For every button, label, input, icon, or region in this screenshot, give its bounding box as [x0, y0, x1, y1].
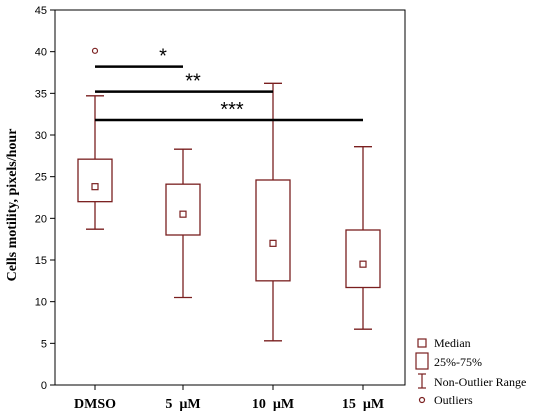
significance-brackets: ******: [95, 46, 363, 122]
y-tick-label: 15: [35, 255, 47, 267]
y-tick-label: 25: [35, 172, 47, 184]
box-series: [77, 47, 381, 342]
x-category-label: 10 µM: [252, 397, 294, 412]
y-axis-title: Cells motility, pixels/hour: [5, 129, 20, 282]
iqr-box: [165, 183, 201, 236]
x-category-label: DMSO: [74, 397, 116, 412]
box-2: [165, 148, 201, 299]
iqr-box: [77, 158, 113, 203]
y-tick-label: 30: [35, 130, 47, 142]
y-tick-label: 5: [41, 338, 47, 350]
axes: 0 5 10 15 20 25 30 35 40 45 DMSO 5 µM 10 µM 15 µM: [35, 5, 406, 412]
significance-label: *: [159, 46, 167, 68]
plot-frame: [54, 9, 406, 386]
y-tick-label: 40: [35, 47, 47, 59]
legend-outlier-icon: [418, 396, 426, 404]
outlier-point: [91, 47, 99, 54]
legend-label: Outliers: [434, 393, 473, 407]
significance-bracket: *: [95, 46, 183, 68]
box-3: [255, 82, 291, 342]
x-category-label: 15 µM: [342, 397, 384, 412]
y-tick-label: 20: [35, 213, 47, 225]
median-marker: [269, 239, 277, 247]
significance-bracket: **: [95, 71, 273, 93]
y-tick-label: 35: [35, 88, 47, 100]
legend-median-icon: [417, 338, 427, 348]
box-1: [77, 47, 113, 230]
legend-label: Non-Outlier Range: [434, 375, 526, 389]
median-marker: [179, 210, 187, 218]
y-tick-label: 10: [35, 297, 47, 309]
y-tick-label: 45: [35, 5, 47, 17]
iqr-box: [345, 229, 381, 289]
iqr-box: [255, 179, 291, 282]
significance-label: **: [185, 71, 201, 93]
box-4: [345, 146, 381, 330]
x-category-label: 5 µM: [165, 397, 200, 412]
legend-iqr-icon: [415, 352, 429, 370]
significance-label: ***: [220, 99, 244, 121]
significance-bracket: ***: [95, 99, 363, 122]
legend: Median 25%-75% Non-Outlier Range Outliers: [415, 336, 526, 407]
median-marker: [359, 260, 367, 268]
median-marker: [91, 183, 99, 191]
legend-label: 25%-75%: [434, 355, 482, 369]
y-tick-label: 0: [41, 380, 47, 392]
legend-label: Median: [434, 336, 471, 350]
